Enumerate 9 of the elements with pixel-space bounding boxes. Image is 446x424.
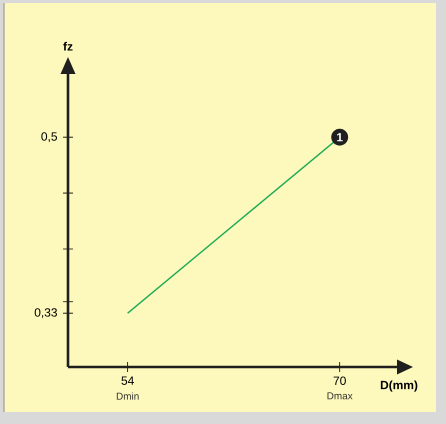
x-tick-label: 54 <box>121 376 134 385</box>
x-axis-title: D(mm) <box>380 380 418 392</box>
y-axis-title: fz <box>63 42 73 51</box>
x-tick-label: 70 <box>334 376 346 385</box>
text: Dmin <box>116 392 139 400</box>
y-tick-label: 0,5 <box>41 132 57 142</box>
y-tick-label: 0,33 <box>34 308 57 318</box>
annotation: 1 <box>337 133 343 142</box>
text: Dmax <box>327 392 353 400</box>
